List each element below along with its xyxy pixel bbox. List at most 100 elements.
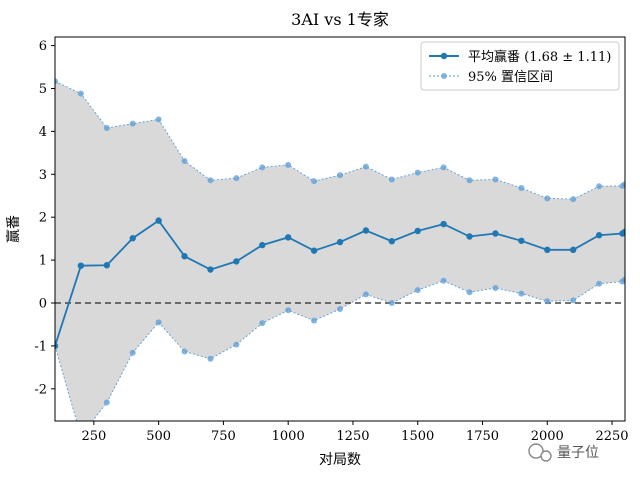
y-tick-label: 1 — [39, 254, 47, 269]
ci-lower-point — [466, 289, 473, 296]
mean-point — [440, 220, 447, 228]
ci-upper-point — [103, 124, 110, 131]
x-tick-label: 2000 — [531, 429, 564, 444]
ci-upper-point — [492, 176, 499, 183]
ci-lower-point — [129, 349, 136, 356]
ci-upper-point — [518, 185, 525, 192]
mean-point — [77, 262, 85, 269]
mean-point — [233, 258, 240, 265]
ci-upper-point — [129, 120, 136, 127]
ci-upper-point — [233, 175, 240, 182]
ci-upper-point — [337, 172, 343, 179]
ci-upper-point — [362, 163, 369, 170]
wechat-logo-icon — [528, 443, 544, 459]
ci-upper-point — [414, 169, 421, 176]
mean-point — [466, 233, 473, 240]
mean-point — [336, 238, 344, 246]
x-tick-label: 1500 — [401, 429, 434, 444]
ci-upper-line — [55, 80, 625, 200]
ci-upper-point — [311, 178, 318, 185]
y-tick-label: 2 — [39, 211, 47, 226]
ci-upper-point — [55, 78, 58, 85]
mean-point — [155, 217, 162, 224]
ci-lower-point — [103, 399, 110, 406]
chart-title: 3AI vs 1专家 — [291, 10, 389, 29]
ci-lower-point — [440, 277, 447, 284]
mean-point — [129, 235, 136, 242]
y-tick-label: 5 — [39, 82, 47, 97]
legend-box — [420, 41, 620, 91]
x-axis-label: 对局数 — [319, 452, 361, 468]
mean-point — [518, 237, 525, 244]
ci-lower-point — [233, 341, 240, 348]
ci-lower-point — [181, 348, 188, 355]
ci-lower-point — [596, 280, 603, 287]
ci-lower-point — [337, 306, 343, 313]
legend-ci-label: 95% 置信区间 — [468, 70, 553, 85]
y-tick-label: 4 — [39, 125, 47, 140]
legend-ci-marker-swatch — [441, 73, 447, 79]
legend-mean-marker-swatch — [440, 52, 448, 60]
ci-lower-point — [207, 355, 214, 362]
plot-area — [55, 78, 625, 421]
x-tick-label: 1000 — [272, 429, 305, 444]
mean-point — [595, 232, 603, 239]
y-tick-label: 3 — [39, 168, 47, 183]
confidence-band — [55, 81, 625, 421]
ci-upper-point — [544, 195, 551, 202]
axes: 250 500 750 1000 1250 1500 1750 2000 2250 -2 -1 0 1 2… — [34, 36, 629, 444]
x-tick-label: 2250 — [595, 429, 628, 444]
mean-point — [55, 342, 59, 350]
ci-upper-point — [440, 164, 447, 171]
ci-lower-point — [414, 287, 421, 294]
ci-lower-point — [622, 276, 625, 283]
ci-upper-point — [77, 90, 84, 97]
mean-point — [284, 234, 292, 241]
ci-upper-point — [285, 161, 292, 168]
ci-upper-point — [155, 116, 162, 123]
ci-upper-point — [259, 164, 266, 171]
mean-point — [207, 266, 214, 273]
plot-frame — [54, 36, 626, 422]
ci-upper-point — [207, 177, 214, 184]
ci-lower-point — [259, 320, 266, 327]
watermark: 量子位 — [528, 443, 599, 462]
mean-point — [569, 246, 577, 254]
ci-lower-point — [518, 290, 525, 297]
ci-upper-point — [388, 176, 395, 183]
ci-upper-point — [181, 157, 188, 164]
x-tick-label: 250 — [81, 429, 106, 444]
y-tick-label: 0 — [39, 297, 47, 312]
mean-point — [310, 247, 318, 254]
legend: 平均赢番 (1.68 ± 1.11) 95% 置信区间 — [420, 41, 620, 91]
mean-point — [388, 238, 396, 245]
ci-lower-line — [55, 279, 625, 421]
mean-point — [103, 262, 111, 269]
watermark-text: 量子位 — [557, 445, 599, 461]
ci-upper-point — [622, 181, 625, 188]
x-tick-label: 1250 — [336, 429, 369, 444]
ci-lower-point — [544, 298, 551, 305]
x-tick-label: 1750 — [466, 429, 499, 444]
y-tick-label: 6 — [39, 39, 47, 54]
y-tick-label: -1 — [34, 339, 47, 354]
mean-point — [544, 246, 551, 254]
mean-point — [414, 227, 421, 235]
ci-upper-point — [570, 196, 577, 203]
mean-point — [492, 230, 499, 237]
wechat-logo-icon-secondary — [540, 450, 552, 462]
x-tick-label: 500 — [146, 429, 171, 444]
mean-point — [621, 228, 625, 235]
ci-lower-point — [570, 297, 577, 304]
mean-point — [259, 241, 266, 249]
ci-lower-point — [311, 317, 318, 324]
legend-mean-label: 平均赢番 (1.68 ± 1.11) — [468, 49, 611, 65]
mean-point — [362, 227, 370, 234]
plot-content — [55, 78, 625, 421]
ci-upper-point — [596, 183, 603, 190]
y-tick-label: -2 — [34, 382, 47, 397]
ci-lower-point — [285, 307, 292, 314]
ci-lower-point — [362, 291, 369, 298]
y-axis-label: 赢番 — [5, 215, 22, 243]
